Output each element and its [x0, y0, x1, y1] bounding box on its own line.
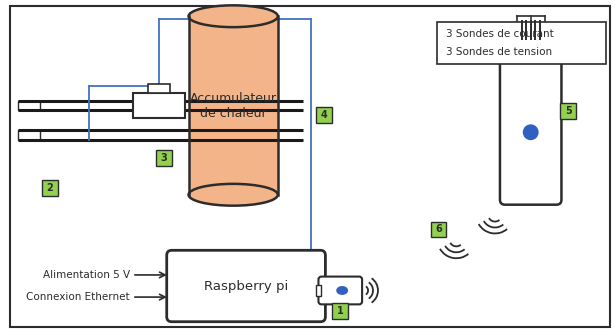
- Text: 4: 4: [321, 111, 328, 121]
- FancyBboxPatch shape: [332, 303, 348, 319]
- Text: Raspberry pi: Raspberry pi: [204, 279, 288, 292]
- Bar: [18, 130, 40, 140]
- Text: 3 Sondes de courant: 3 Sondes de courant: [446, 29, 554, 39]
- FancyBboxPatch shape: [156, 150, 172, 166]
- Text: 1: 1: [337, 306, 344, 316]
- Ellipse shape: [336, 286, 348, 295]
- Ellipse shape: [189, 184, 278, 206]
- Bar: [18, 101, 40, 111]
- Text: Alimentation 5 V: Alimentation 5 V: [43, 270, 130, 280]
- FancyBboxPatch shape: [560, 104, 576, 119]
- FancyBboxPatch shape: [430, 221, 446, 237]
- Text: 5: 5: [565, 106, 572, 116]
- Bar: [189, 16, 278, 195]
- Text: 3 Sondes de tension: 3 Sondes de tension: [446, 47, 552, 57]
- Bar: [317, 285, 322, 296]
- FancyBboxPatch shape: [319, 277, 362, 304]
- FancyBboxPatch shape: [500, 34, 561, 205]
- Text: 3: 3: [161, 153, 167, 163]
- FancyBboxPatch shape: [133, 93, 184, 119]
- Text: 2: 2: [46, 183, 53, 193]
- FancyBboxPatch shape: [167, 250, 325, 322]
- FancyBboxPatch shape: [437, 22, 606, 64]
- FancyBboxPatch shape: [42, 180, 58, 196]
- Circle shape: [523, 124, 539, 140]
- Text: Connexion Ethernet: Connexion Ethernet: [26, 292, 130, 302]
- Text: 6: 6: [435, 224, 442, 234]
- FancyBboxPatch shape: [317, 108, 332, 123]
- Text: Accumulateur
de chaleur: Accumulateur de chaleur: [189, 92, 277, 120]
- Ellipse shape: [189, 5, 278, 27]
- Bar: [148, 84, 170, 93]
